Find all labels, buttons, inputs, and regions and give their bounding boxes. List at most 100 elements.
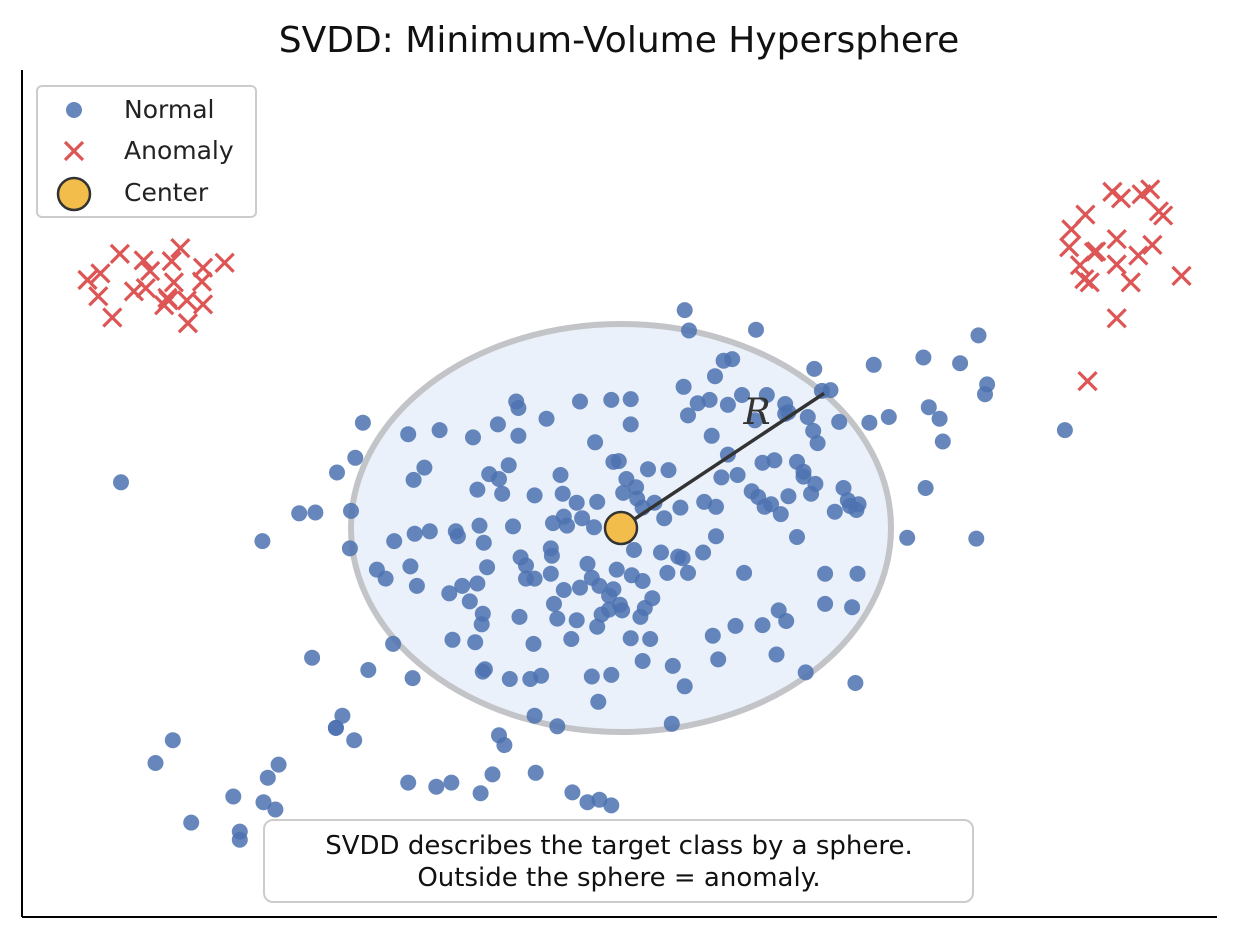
normal-point — [766, 452, 783, 469]
normal-point — [589, 618, 606, 635]
normal-point — [703, 427, 720, 444]
normal-point — [727, 617, 744, 634]
normal-point — [444, 631, 461, 648]
normal-point — [768, 646, 785, 663]
normal-point — [676, 678, 693, 695]
normal-point — [708, 528, 724, 545]
normal-point — [610, 453, 627, 470]
normal-point — [454, 577, 471, 594]
normal-point — [934, 433, 951, 450]
normal-point — [484, 766, 501, 783]
anomaly-point — [1061, 219, 1082, 240]
normal-point — [817, 565, 834, 582]
normal-point — [656, 510, 673, 527]
normal-point — [805, 422, 822, 439]
normal-point — [710, 651, 727, 668]
normal-point — [634, 653, 651, 669]
normal-point — [614, 602, 631, 619]
normal-point — [622, 391, 639, 408]
anomaly-point — [109, 243, 131, 264]
normal-point — [416, 459, 433, 476]
note-line-1: SVDD describes the target class by a sph… — [325, 831, 912, 861]
normal-point — [729, 467, 746, 483]
normal-point — [428, 778, 445, 795]
normal-point — [704, 627, 721, 644]
normal-point — [346, 732, 363, 749]
normal-point — [603, 797, 620, 814]
normal-point — [803, 485, 820, 502]
normal-point — [756, 498, 773, 515]
normal-point — [835, 480, 852, 496]
normal-point — [408, 577, 425, 594]
normal-point — [343, 502, 359, 519]
normal-point — [789, 529, 805, 545]
normal-point — [441, 585, 458, 602]
normal-point — [555, 582, 572, 598]
anomaly-point — [1106, 254, 1127, 275]
normal-point — [347, 449, 364, 466]
normal-point — [615, 484, 632, 501]
legend-normal-marker — [66, 102, 82, 118]
anomaly-point — [1077, 370, 1098, 392]
normal-point — [254, 533, 271, 550]
normal-point — [405, 471, 422, 488]
anomaly-point — [1171, 265, 1192, 286]
normal-point — [225, 788, 242, 805]
normal-point — [831, 413, 848, 430]
normal-point — [586, 519, 602, 536]
anomaly-points-layer — [77, 179, 1192, 392]
normal-point — [267, 801, 284, 818]
normal-point — [572, 393, 588, 410]
anomaly-point — [1086, 241, 1107, 262]
normal-point — [806, 360, 823, 377]
normal-point — [526, 570, 543, 587]
normal-point — [329, 464, 345, 481]
anomaly-point — [163, 272, 185, 293]
normal-point — [681, 322, 697, 339]
normal-point — [603, 666, 620, 683]
normal-point — [675, 378, 692, 395]
anomaly-point — [135, 277, 156, 299]
normal-point — [431, 422, 448, 439]
normal-point — [568, 612, 585, 629]
normal-point — [291, 505, 308, 522]
normal-point — [474, 663, 491, 680]
anomaly-point — [1106, 229, 1127, 250]
center-point — [603, 510, 639, 546]
anomaly-point — [177, 313, 199, 334]
normal-point — [527, 764, 544, 781]
normal-point — [826, 503, 843, 520]
normal-point — [400, 774, 417, 791]
normal-point — [795, 463, 812, 480]
normal-point — [549, 718, 566, 735]
normal-point — [865, 356, 882, 373]
normal-point — [469, 481, 486, 498]
normal-point — [147, 755, 164, 771]
normal-point — [601, 587, 618, 604]
normal-point — [404, 670, 421, 687]
normal-point — [231, 823, 248, 840]
normal-point — [952, 355, 969, 372]
normal-point — [640, 461, 656, 478]
normal-point — [443, 774, 460, 791]
normal-point — [977, 386, 993, 403]
normal-point — [797, 664, 814, 681]
note-box-frame — [263, 819, 974, 903]
chart-title: SVDD: Minimum-Volume Hypersphere — [279, 20, 959, 61]
normal-point — [780, 488, 797, 505]
normal-point — [510, 427, 527, 444]
normal-point — [642, 631, 659, 647]
normal-point — [748, 321, 764, 338]
normal-point — [849, 565, 866, 582]
anomaly-point — [157, 287, 178, 309]
normal-point — [511, 608, 528, 625]
normal-point — [341, 540, 358, 557]
normal-point — [500, 457, 517, 474]
normal-point — [626, 542, 642, 558]
anomaly-point — [1128, 245, 1149, 266]
normal-point — [461, 593, 478, 610]
normal-point — [663, 715, 680, 732]
normal-point — [421, 523, 438, 540]
normal-point — [772, 506, 789, 523]
normal-point — [327, 719, 344, 736]
